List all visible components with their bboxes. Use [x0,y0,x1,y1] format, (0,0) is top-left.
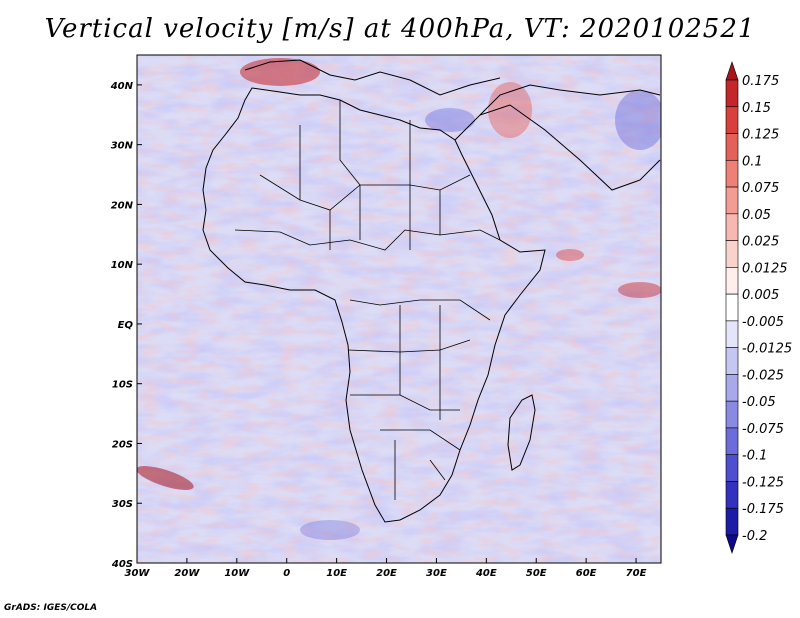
colorbar-swatch [725,79,739,108]
colorbar-label: 0.175 [742,74,779,89]
colorbar-swatch [725,186,739,215]
colorbar-label: -0.0125 [742,342,792,357]
colorbar-label: 0.025 [742,235,779,250]
colorbar-swatch [725,267,739,295]
chart-title: Vertical velocity [m/s] at 400hPa, VT: 2… [44,14,756,44]
colorbar-label: 0.1 [742,154,763,169]
colorbar-swatch [725,133,739,161]
colorbar-label: -0.025 [742,368,784,383]
colorbar-swatch [725,320,739,348]
y-tick-label: EQ [118,320,134,331]
y-tick-label: 30N [111,141,134,152]
colorbar-label: 0.05 [742,208,771,223]
x-axis-ticks: 30W 20W 10W 0 10E 20E 30E 40E 50E 60E 70E [125,558,647,579]
colorbar-label: -0.175 [742,502,784,517]
x-tick-label: 10W [224,568,250,579]
y-tick-label: 20S [112,439,133,450]
y-tick-label: 10S [112,380,133,391]
colorbar-swatch [725,347,739,375]
y-tick-label: 40S [111,559,133,570]
coastlines [202,59,661,523]
colorbar-label: -0.075 [742,422,784,437]
colorbar-swatch [725,213,739,241]
colorbar-label: 0.005 [742,288,779,303]
y-tick-label: 20N [111,200,134,211]
colorbar-swatch [725,507,739,536]
colorbar-label: -0.1 [742,449,767,464]
country-borders [234,100,501,500]
colorbar-label: -0.005 [742,315,784,330]
colorbar-swatch [725,400,739,429]
x-tick-label: 50E [526,568,547,579]
x-tick-label: 20E [376,568,397,579]
y-axis-ticks: 40S 30S 20S 10S EQ 10N 20N 30N 40N [110,81,142,570]
x-tick-label: 10E [326,568,347,579]
y-tick-label: 40N [110,81,134,92]
colorbar-label: 0.075 [742,181,779,196]
map-plot-area [137,55,661,563]
map-frame [136,54,662,564]
y-tick-label: 10N [111,260,134,271]
colorbar-swatch [725,293,739,322]
x-tick-label: 70E [626,568,647,579]
x-tick-label: 30W [125,568,151,579]
colorbar-swatch [725,374,739,402]
x-tick-label: 0 [283,568,290,579]
colorbar-label: 0.125 [742,128,779,143]
colorbar-swatch [725,240,739,268]
colorbar-label: 0.0125 [742,261,788,276]
colorbar-swatch [725,481,739,509]
colorbar: 0.175 0.15 0.125 0.1 0.075 0.05 0.025 0.0125 0.0… [725,61,792,554]
x-tick-label: 30E [426,568,447,579]
colorbar-min-arrow [725,534,739,554]
colorbar-swatch [725,454,739,482]
colorbar-swatch [725,159,739,188]
colorbar-label: -0.125 [742,475,784,490]
colorbar-swatch [725,106,739,134]
y-tick-label: 30S [112,499,133,510]
colorbar-label: 0.15 [742,101,771,116]
colorbar-label: -0.05 [742,395,776,410]
colorbar-label: -0.2 [742,529,767,544]
footer-credit: GrADS: IGES/COLA [4,603,98,613]
x-tick-label: 60E [576,568,597,579]
x-tick-label: 20W [174,568,200,579]
map-figure: 30W 20W 10W 0 10E 20E 30E 40E 50E 60E 70E 40S 30S 20… [110,54,792,579]
colorbar-max-arrow [725,61,739,81]
colorbar-swatch [725,427,739,456]
x-tick-label: 40E [475,568,497,579]
